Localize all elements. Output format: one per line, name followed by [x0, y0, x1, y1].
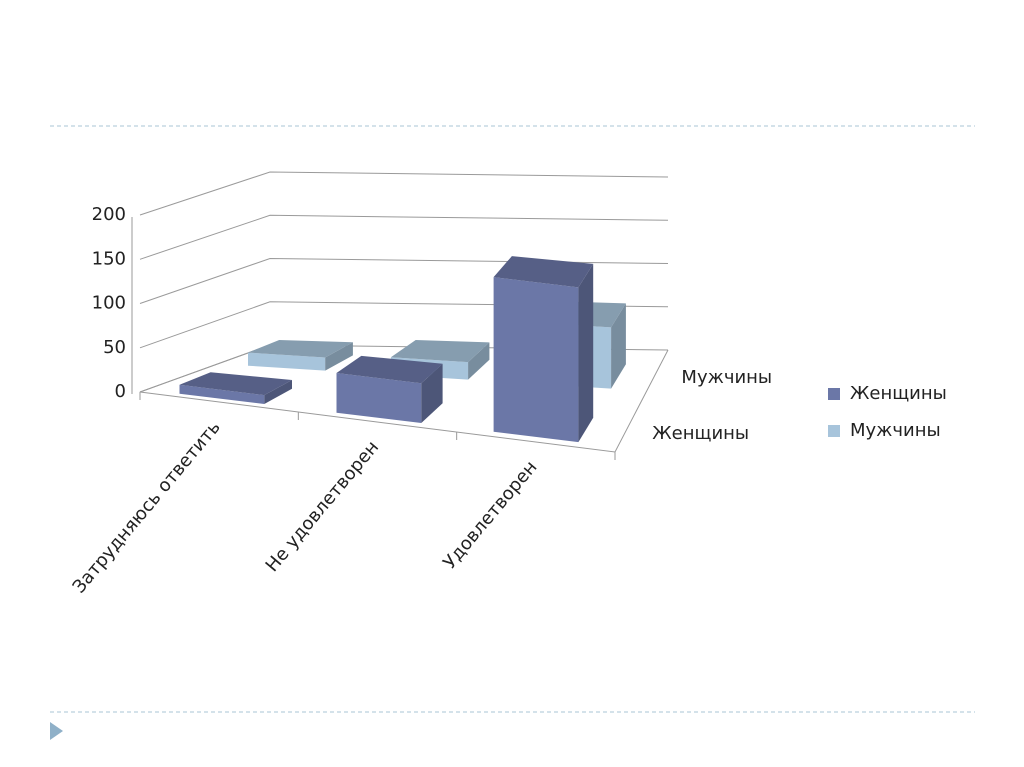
- legend-label: Женщины: [850, 383, 947, 404]
- bar: [179, 372, 292, 404]
- x-tick-label: Удовлетворен: [439, 457, 541, 573]
- grid-line: [139, 171, 669, 216]
- y-tick-label: 200: [92, 204, 126, 225]
- bar-top: [390, 340, 490, 363]
- y-tick-label: 50: [103, 337, 126, 358]
- bar-top: [248, 340, 353, 358]
- legend-label: Мужчины: [850, 420, 941, 441]
- bar: [248, 340, 353, 371]
- grid-line: [139, 214, 669, 260]
- bar-side: [325, 342, 353, 371]
- bar-front: [493, 277, 579, 443]
- bar-side: [468, 342, 490, 380]
- bar-side: [578, 263, 594, 443]
- bar-top: [336, 355, 443, 384]
- legend-swatch: [828, 425, 840, 437]
- y-tick-label: 100: [92, 293, 126, 314]
- y-tick-label: 150: [92, 248, 126, 269]
- bar-side: [421, 363, 443, 423]
- bar-front: [179, 384, 265, 404]
- bar-front: [248, 352, 326, 371]
- y-tick-label: 0: [115, 381, 126, 402]
- bar-front: [336, 373, 422, 423]
- bar-top: [179, 372, 292, 396]
- bar: [336, 355, 443, 423]
- x-tick-label: Затрудняюсь ответить: [69, 417, 225, 598]
- slide-bullet: [50, 722, 63, 740]
- bar-side: [611, 303, 626, 389]
- depth-label: Мужчины: [681, 367, 772, 388]
- bar-side: [264, 380, 292, 404]
- floor-edge: [139, 344, 669, 453]
- legend-swatch: [828, 388, 840, 400]
- bar-top: [493, 256, 594, 288]
- depth-label: Женщины: [652, 423, 749, 444]
- bar: [493, 256, 594, 443]
- x-tick-label: Не удовлетворен: [262, 437, 384, 576]
